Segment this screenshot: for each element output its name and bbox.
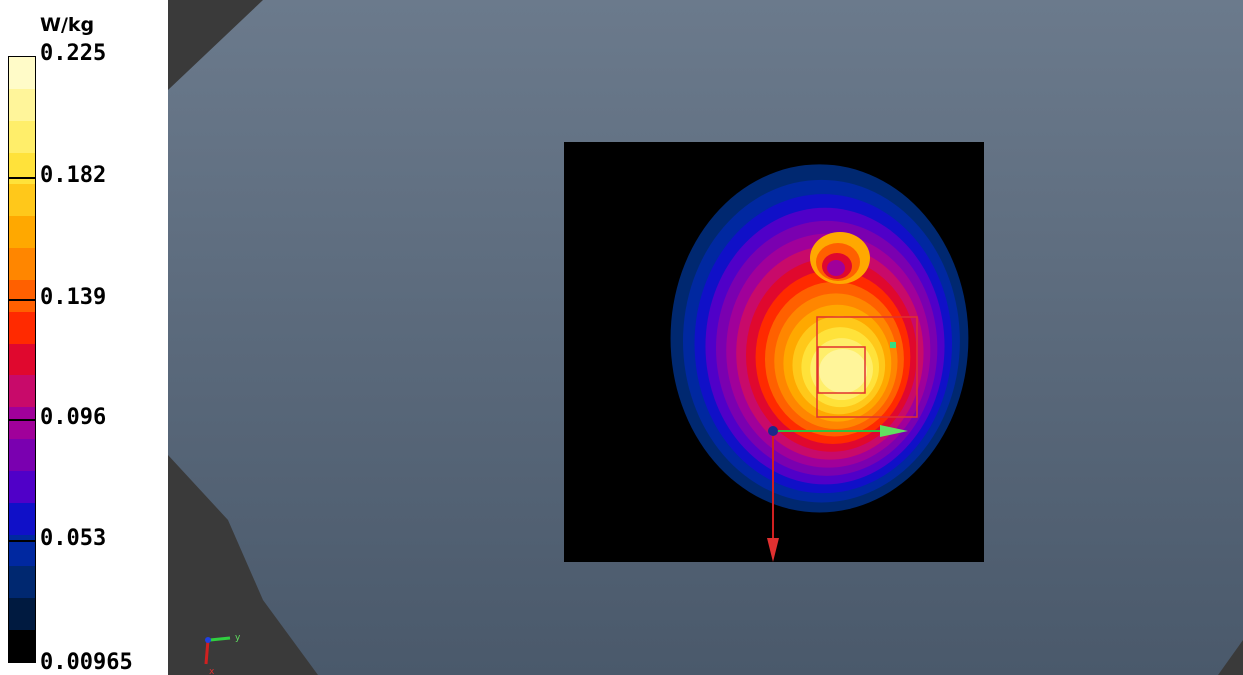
axis-triad: y x [204, 633, 241, 675]
colorbar-band [9, 598, 35, 631]
triad-x-label: x [209, 667, 215, 675]
colorbar-band [9, 407, 35, 440]
triad-y-label: y [235, 633, 241, 643]
colorbar-tick [8, 177, 36, 179]
y-axis-arrow-icon [880, 425, 908, 437]
colorbar-band [9, 88, 35, 122]
colorbar [8, 56, 36, 663]
3d-viewport[interactable]: y x [168, 0, 1243, 675]
colorbar-band [9, 216, 35, 249]
colorbar-band [9, 502, 35, 536]
colorbar-band [9, 57, 35, 90]
colorbar-tick [8, 419, 36, 421]
origin-dot [768, 426, 778, 436]
sar-notch-band [827, 260, 845, 276]
peak-marker [890, 342, 896, 348]
colorbar-band [9, 439, 35, 472]
x-axis-arrow-icon [767, 538, 779, 562]
colorbar-band [9, 120, 35, 154]
colorbar-band [9, 630, 35, 663]
colorbar-band [9, 248, 35, 281]
colorbar-band [9, 279, 35, 313]
colorbar-unit: W/kg [40, 14, 95, 36]
colorbar-legend: W/kg 0.225 0.182 0.139 0.096 0.053 0.00965 [0, 0, 168, 675]
sar-contour-band [819, 349, 867, 393]
colorbar-band [9, 566, 35, 599]
colorbar-band [9, 311, 35, 345]
colorbar-band [9, 470, 35, 504]
colorbar-tick-label: 0.225 [40, 41, 107, 66]
colorbar-tick-label: 0.182 [40, 163, 107, 188]
colorbar-band [9, 184, 35, 217]
colorbar-tick [8, 299, 36, 301]
colorbar-band [9, 375, 35, 408]
colorbar-tick-label: 0.096 [40, 405, 107, 430]
coordinate-origin-axes [767, 425, 908, 562]
colorbar-tick-label: 0.00965 [40, 650, 133, 675]
zoom-scan-box [817, 346, 866, 394]
colorbar-tick-label: 0.053 [40, 526, 107, 551]
colorbar-tick-label: 0.139 [40, 285, 107, 310]
sar-contours [670, 164, 969, 513]
area-scan-box [816, 316, 918, 418]
colorbar-band [9, 343, 35, 377]
colorbar-band [9, 152, 35, 185]
colorbar-tick [8, 540, 36, 542]
